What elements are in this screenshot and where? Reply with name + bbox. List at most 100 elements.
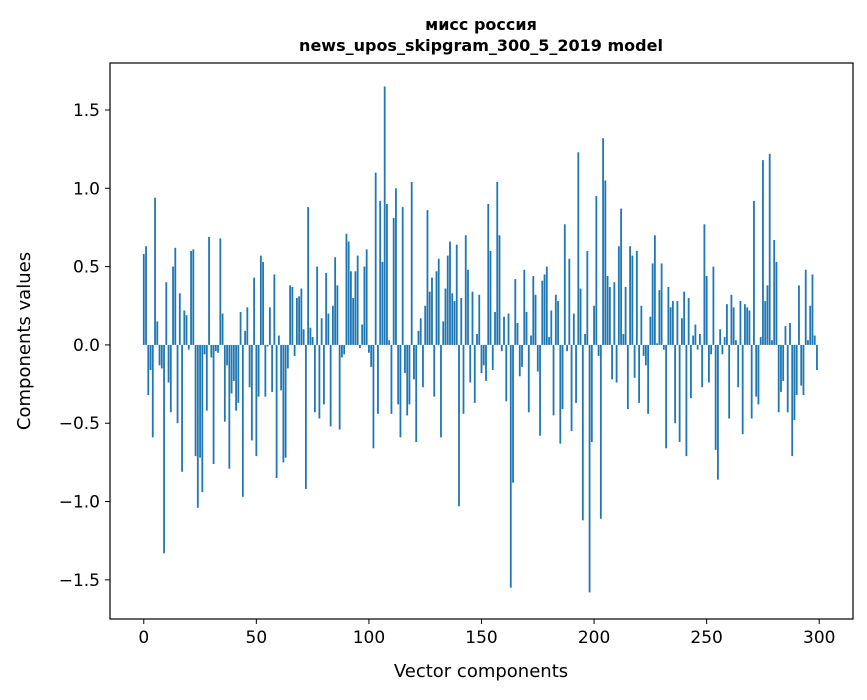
bar	[289, 285, 292, 345]
bar	[255, 344, 258, 457]
bar	[696, 344, 699, 350]
bar	[631, 255, 634, 345]
bar	[705, 276, 708, 345]
bar	[581, 344, 584, 521]
bar	[624, 286, 627, 345]
bar	[280, 344, 283, 391]
bar	[491, 344, 494, 370]
bar	[172, 266, 174, 345]
bar	[291, 286, 294, 345]
bar	[145, 246, 147, 345]
bar	[302, 329, 305, 345]
bar	[563, 224, 566, 345]
bar	[532, 276, 535, 345]
bar	[543, 274, 546, 345]
bar	[437, 258, 440, 345]
bar	[271, 344, 274, 392]
bar	[656, 343, 659, 345]
bar	[228, 344, 231, 469]
bar	[649, 316, 652, 345]
bar	[298, 296, 301, 345]
bar	[154, 197, 156, 345]
bar	[728, 344, 731, 419]
bar	[768, 153, 771, 345]
bar	[780, 344, 782, 392]
bar	[390, 344, 393, 414]
bar	[620, 208, 622, 345]
bar	[802, 344, 805, 396]
x-tick-label: 250	[690, 628, 722, 648]
bar	[525, 312, 528, 345]
bar	[386, 203, 388, 345]
bar	[588, 344, 591, 593]
bar	[708, 344, 710, 383]
bar	[575, 344, 577, 403]
bar	[744, 304, 746, 345]
bar	[516, 322, 519, 345]
bar	[753, 200, 755, 345]
bar	[325, 272, 328, 345]
bar	[642, 344, 645, 356]
x-tick-label: 100	[353, 628, 385, 648]
bar	[455, 244, 458, 345]
bar	[399, 344, 402, 438]
bar	[230, 344, 233, 394]
bar	[689, 344, 692, 399]
bar	[205, 344, 208, 411]
bar	[361, 324, 364, 345]
bar	[665, 344, 668, 449]
bar	[460, 297, 463, 345]
bar	[379, 200, 382, 345]
bar	[417, 330, 420, 345]
bar	[453, 301, 456, 345]
bar	[415, 344, 418, 443]
bar	[469, 344, 472, 383]
bar	[167, 344, 170, 383]
bar	[444, 288, 447, 345]
bar	[201, 344, 204, 493]
bar	[433, 344, 436, 397]
bar	[458, 344, 460, 507]
bar	[590, 344, 593, 443]
bar	[732, 307, 735, 345]
bar	[500, 344, 503, 352]
bar	[442, 321, 445, 345]
bar	[286, 344, 289, 369]
bar	[617, 246, 620, 345]
bar	[629, 246, 632, 345]
bar	[599, 344, 602, 519]
bar	[674, 344, 677, 424]
bar	[773, 239, 776, 345]
bar	[426, 210, 429, 345]
bar	[424, 305, 427, 345]
bar	[712, 266, 715, 345]
bar	[395, 188, 397, 345]
bar	[293, 344, 296, 356]
bar	[703, 224, 706, 345]
bar	[169, 344, 172, 413]
bar	[507, 313, 510, 345]
bar	[440, 344, 442, 438]
bar	[235, 344, 237, 411]
bar	[435, 271, 438, 345]
bar	[413, 344, 415, 380]
bar	[262, 261, 265, 345]
x-axis-label: Vector components	[394, 661, 568, 682]
bar	[217, 344, 219, 353]
bar	[606, 276, 609, 345]
bar	[678, 344, 681, 443]
bar	[680, 318, 683, 345]
bar	[284, 344, 287, 458]
bar	[248, 344, 251, 388]
bar	[300, 288, 303, 345]
bar	[343, 344, 346, 355]
bar	[313, 344, 316, 413]
bar	[775, 261, 778, 345]
bar	[667, 286, 670, 345]
bar	[748, 310, 751, 345]
bar	[816, 344, 818, 370]
bar	[190, 250, 192, 345]
y-axis-ticks: −1.5 −1.0 −0.5 0.0 0.5 1.0 1.5	[59, 101, 110, 591]
bar	[232, 344, 235, 381]
x-tick-label: 50	[246, 628, 268, 648]
